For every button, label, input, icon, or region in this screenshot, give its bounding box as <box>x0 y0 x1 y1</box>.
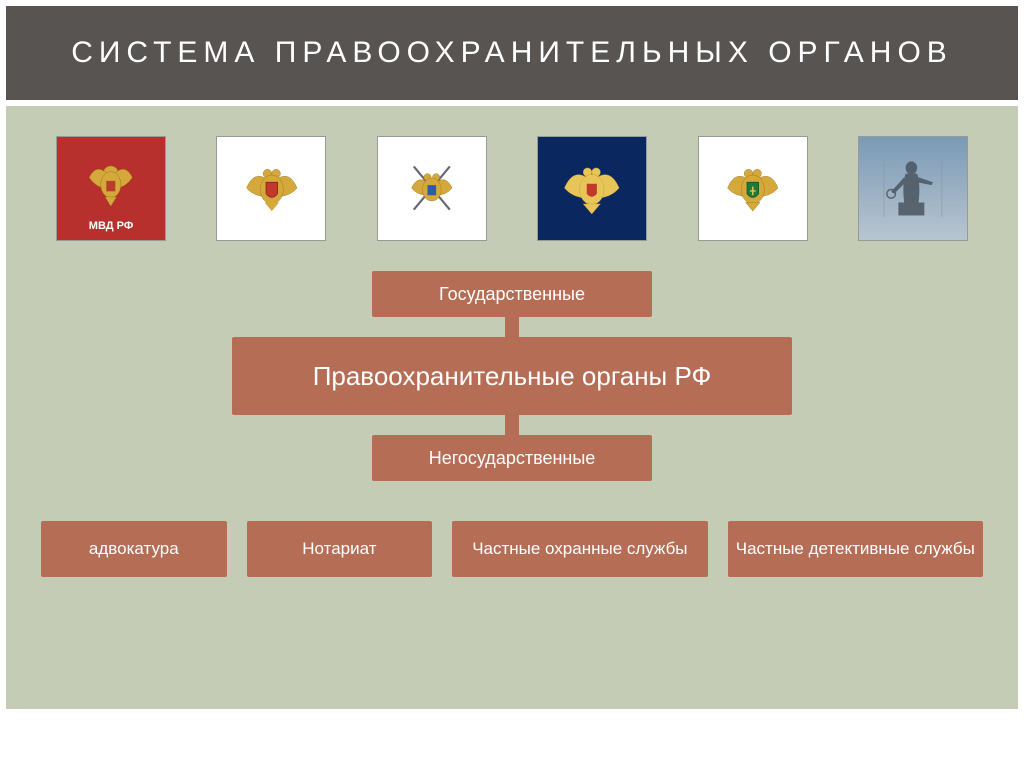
bottom-row: адвокатура Нотариат Частные охранные слу… <box>36 521 988 577</box>
statue-icon <box>875 152 951 224</box>
box-nongovernment: Негосударственные <box>372 435 652 481</box>
eagle-swords-icon <box>394 152 470 224</box>
arrow-stem-up <box>505 317 519 337</box>
slide-title: СИСТЕМА ПРАВООХРАНИТЕЛЬНЫХ ОРГАНОВ <box>6 6 1018 100</box>
box-detective: Частные детективные службы <box>728 521 983 577</box>
box-main: Правоохранительные органы РФ <box>232 337 792 415</box>
emblem-mvd-label: МВД РФ <box>89 220 133 232</box>
content-area: МВД РФ <box>6 106 1018 709</box>
diagram: Государственные Правоохранительные орган… <box>36 271 988 577</box>
emblem-mvd: МВД РФ <box>56 136 166 241</box>
emblem-prokuratura <box>537 136 647 241</box>
emblem-fas <box>698 136 808 241</box>
emblem-justice-statue <box>858 136 968 241</box>
emblem-fsb <box>216 136 326 241</box>
box-advokatura: адвокатура <box>41 521 227 577</box>
box-notariat: Нотариат <box>247 521 433 577</box>
emblem-sk <box>377 136 487 241</box>
slide-frame: СИСТЕМА ПРАВООХРАНИТЕЛЬНЫХ ОРГАНОВ МВД Р… <box>0 0 1024 767</box>
eagle-gold-icon <box>73 145 149 217</box>
arrow-stem-down <box>505 415 519 435</box>
box-security: Частные охранные службы <box>452 521 707 577</box>
emblem-row: МВД РФ <box>36 126 988 271</box>
eagle-green-shield-icon <box>715 152 791 224</box>
eagle-gold-blue-icon <box>554 152 630 224</box>
arrow-up-icon <box>498 299 526 317</box>
eagle-red-shield-icon <box>234 152 310 224</box>
